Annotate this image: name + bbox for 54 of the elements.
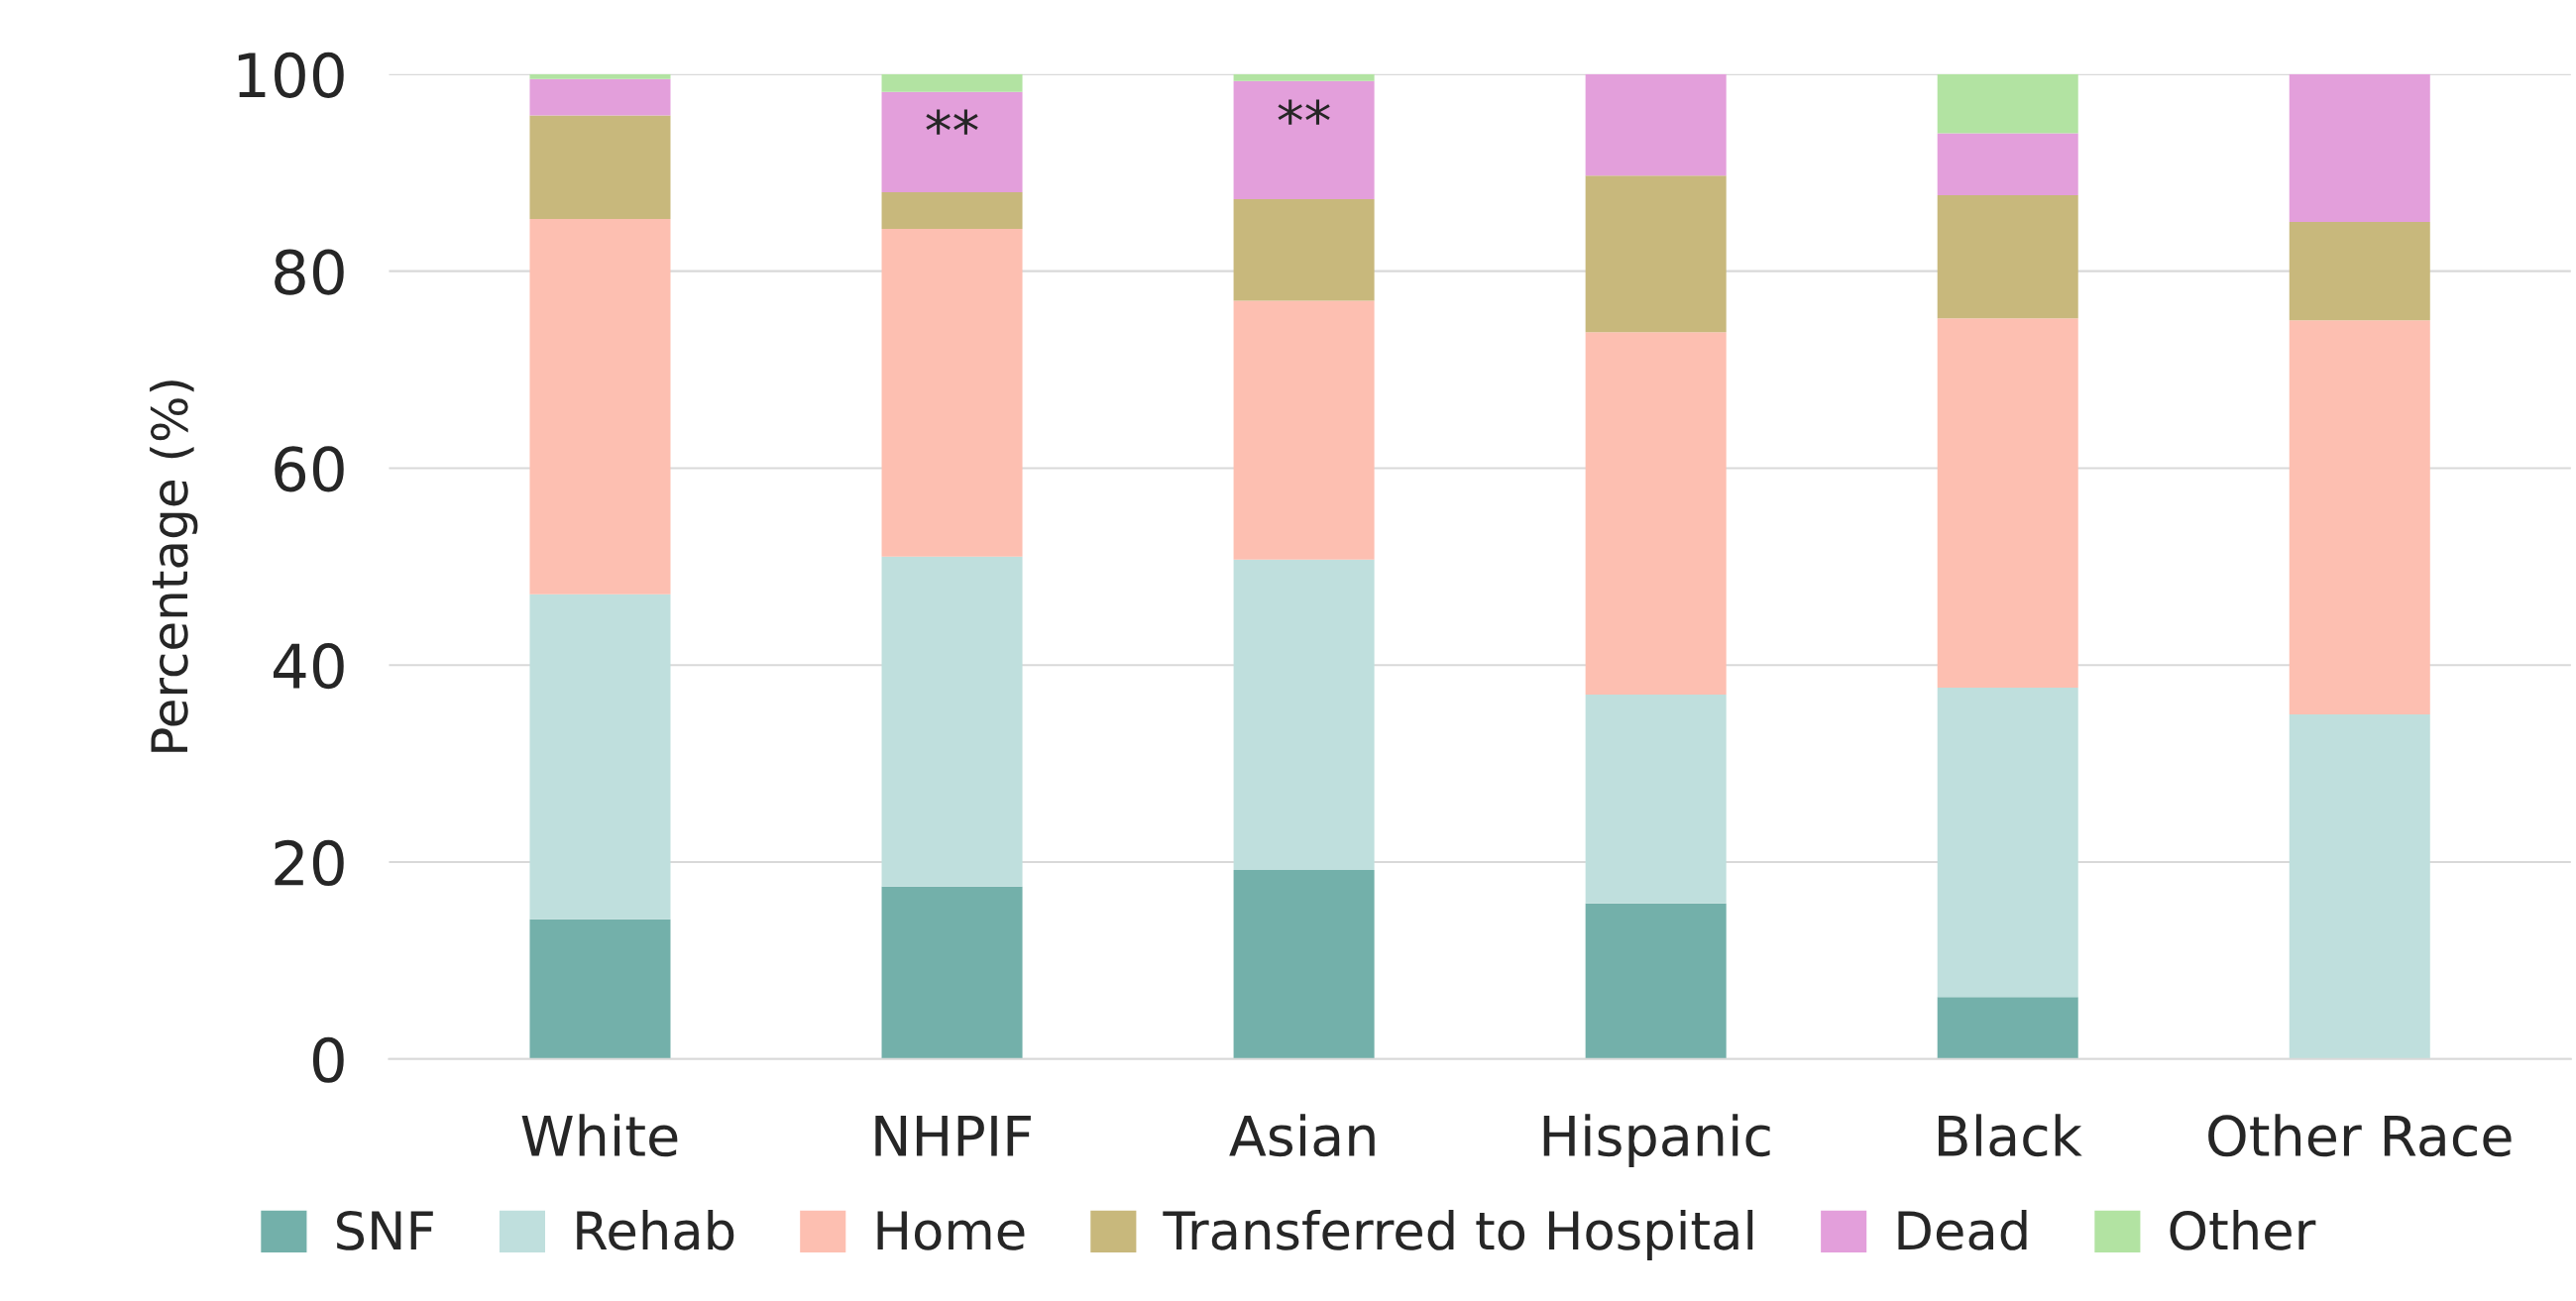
x-tick-label: Asian: [1229, 1114, 1375, 1157]
bar: [1937, 997, 2078, 1059]
bar: [529, 78, 671, 116]
bar: [1233, 199, 1375, 301]
bar: [1233, 73, 1375, 81]
y-tick-label: 40: [274, 643, 344, 690]
bar: [1233, 300, 1375, 560]
legend-label: Transferred to Hospital: [1163, 1209, 1753, 1261]
bar: [881, 228, 1023, 557]
legend-label: Home: [877, 1211, 1025, 1250]
y-tick-label: 80: [275, 249, 344, 295]
bar: [529, 115, 671, 219]
x-tick-label: NHPIF: [875, 1116, 1031, 1156]
legend-label: Dead: [1898, 1209, 2027, 1250]
bar: [1937, 688, 2078, 998]
bar: [881, 192, 1023, 229]
bar: [1937, 195, 2078, 319]
bar: [529, 919, 671, 1059]
y-tick-label: 0: [312, 1036, 344, 1083]
bar: [1937, 318, 2078, 689]
legend-label: Rehab: [577, 1209, 734, 1250]
bar: [1585, 175, 1727, 333]
annotation: **: [926, 109, 978, 135]
bar: [529, 218, 671, 595]
y-tick-label: 100: [238, 52, 344, 98]
bar: [1233, 80, 1375, 200]
bar: [2289, 713, 2430, 1059]
bar: [1937, 73, 2078, 134]
bar: [529, 594, 671, 920]
bar: [1585, 73, 1727, 176]
x-tick-label: Hispanic: [1543, 1114, 1770, 1168]
bar: [881, 886, 1023, 1059]
bar: [1233, 869, 1375, 1059]
y-tick-label: 60: [275, 446, 344, 492]
y-axis-title: Percentage (%): [150, 380, 198, 752]
bar: [1585, 332, 1727, 696]
bar: [2289, 320, 2430, 714]
bar: [1585, 695, 1727, 904]
y-tick-label: 20: [275, 839, 344, 887]
bar: [881, 73, 1023, 92]
bar: [1937, 133, 2078, 196]
bar: [2289, 221, 2430, 321]
x-tick-label: Other Race: [2208, 1114, 2512, 1157]
bar: [881, 91, 1023, 193]
bar: [1233, 559, 1375, 870]
bar: [881, 556, 1023, 887]
bar: [1585, 903, 1727, 1059]
annotation: **: [1278, 99, 1330, 125]
legend-label: Other: [2170, 1209, 2316, 1250]
bar: [2289, 73, 2430, 222]
x-tick-label: White: [521, 1114, 678, 1157]
x-tick-label: Black: [1939, 1114, 2082, 1157]
bar: [529, 73, 671, 79]
legend-label: SNF: [337, 1210, 433, 1250]
